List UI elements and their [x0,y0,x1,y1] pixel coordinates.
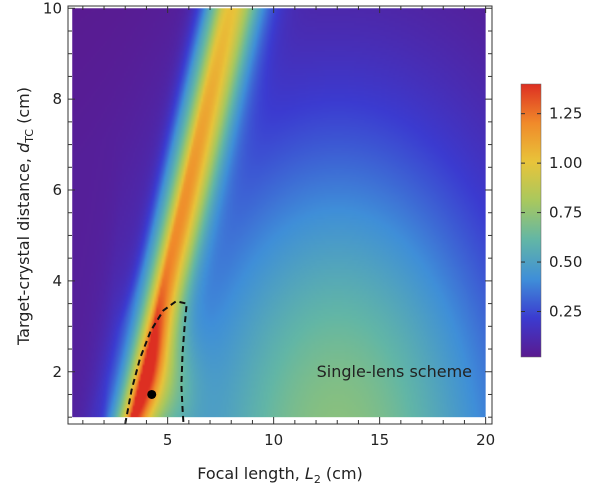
y-tick-label: 6 [52,181,62,199]
y-tick-label: 10 [43,0,62,17]
colorbar: 0.25 0.50 0.75 1.00 1.25 [520,83,582,358]
x-axis-ticks: 5 10 15 20 [82,6,495,449]
plot-frame [67,5,493,425]
colorbar-tick-label: 1.00 [549,154,582,172]
x-tick-label: 5 [163,431,173,449]
colorbar-tick-label: 0.50 [549,253,582,271]
colorbar-gradient [520,83,542,358]
y-axis-ticks: 2 4 6 8 10 [43,0,492,418]
y-tick-label: 8 [52,90,62,108]
colorbar-tick-label: 1.25 [549,105,582,123]
heatmap-surface [72,8,486,418]
plot-area: Single-lens scheme [67,5,493,425]
x-tick-label: 10 [264,431,283,449]
x-tick-label: 20 [476,431,495,449]
colorbar-tick-label: 0.75 [549,204,582,222]
y-axis-label: Target-crystal distance, dTC (cm) [14,87,36,346]
x-tick-label: 15 [370,431,389,449]
colorbar-tick-label: 0.25 [549,303,582,321]
colorbar-ticks: 0.25 0.50 0.75 1.00 1.25 [521,105,582,321]
optimum-point [147,389,157,399]
y-tick-label: 4 [52,272,62,290]
scheme-annotation: Single-lens scheme [317,362,472,381]
x-axis-label: Focal length, L2 (cm) [197,464,363,486]
max-contour-line [124,300,188,424]
y-tick-label: 2 [52,363,62,381]
